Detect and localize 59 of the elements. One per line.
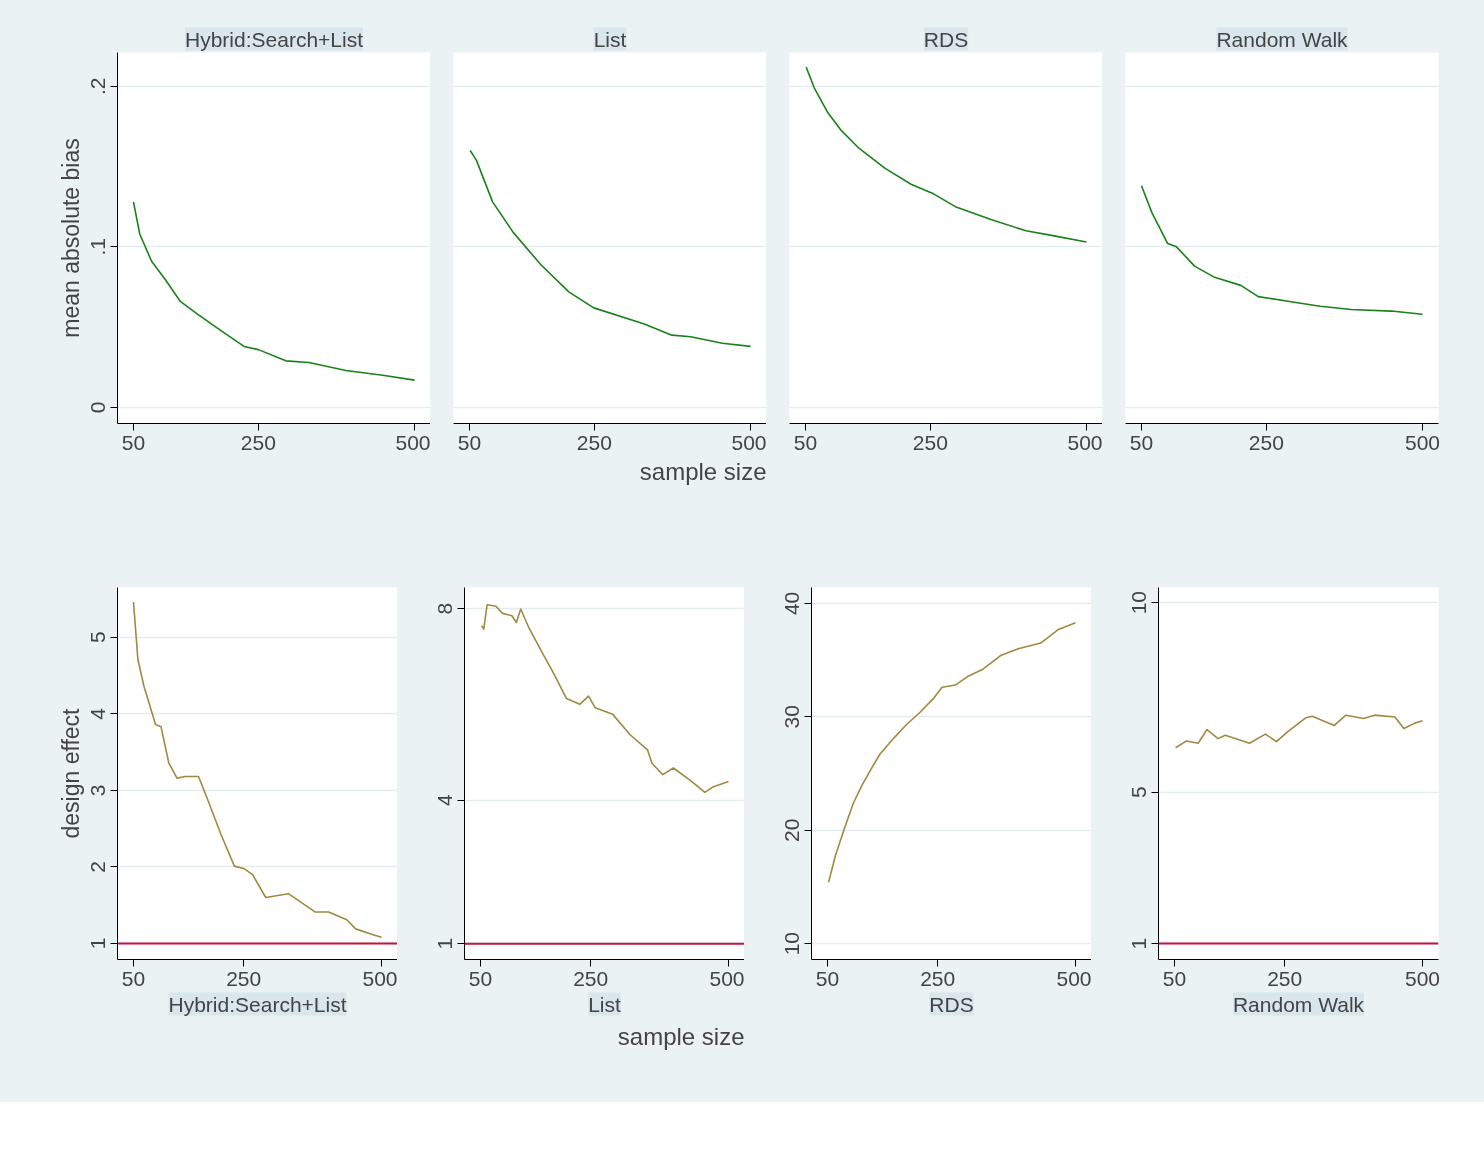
y-tick-label: 3 [86, 784, 110, 797]
chart-title: RDS [923, 27, 969, 51]
y-tick-label: .2 [86, 77, 110, 95]
y-tick-label: 30 [780, 705, 804, 729]
x-tick-label: 250 [573, 966, 609, 990]
text: List [588, 992, 622, 1016]
x-tick-label: 50 [121, 430, 146, 454]
x-tick-label: 50 [793, 430, 818, 454]
x-tick-label: 500 [362, 966, 398, 990]
x-tick-label: 250 [226, 966, 262, 990]
x-tick-label: 500 [395, 430, 431, 454]
y-tick-label: 0 [86, 401, 110, 414]
x-tick-label: 50 [457, 430, 482, 454]
y-tick-label: 4 [86, 707, 110, 720]
x-tick-label: 500 [1056, 966, 1092, 990]
text: RDS [929, 992, 974, 1016]
x-axis-title: sample size [617, 1022, 745, 1050]
chart-title: List [593, 27, 627, 51]
y-tick-label: 5 [86, 631, 110, 644]
x-tick-label: 50 [1162, 966, 1187, 990]
y-tick-label: 1 [1127, 937, 1151, 950]
x-tick-label: 500 [1067, 430, 1103, 454]
y-tick-label: 40 [780, 591, 804, 616]
y-tick-label: 5 [1127, 786, 1151, 798]
line-series [1174, 714, 1424, 749]
text: Random Walk [1232, 992, 1365, 1016]
x-tick-label: 500 [1404, 430, 1441, 454]
x-tick-label: 500 [731, 430, 767, 454]
y-axis-title: design effect [57, 707, 84, 839]
y-tick-label: 10 [780, 931, 804, 956]
y-tick-label: .1 [86, 238, 110, 256]
line-series [480, 603, 730, 794]
x-tick-label: 250 [912, 430, 948, 454]
y-tick-label: 1 [433, 937, 457, 950]
x-tick-label: 250 [576, 430, 612, 454]
x-tick-label: 50 [1129, 430, 1154, 454]
x-tick-label: 250 [1248, 430, 1284, 454]
chart-title: Hybrid:Search+List [185, 27, 364, 51]
x-axis-title: sample size [639, 457, 767, 485]
x-tick-label: 500 [709, 966, 745, 990]
x-tick-label: 50 [815, 966, 840, 990]
line-series [827, 621, 1077, 884]
line-series [132, 601, 383, 939]
x-tick-label: 250 [1267, 966, 1303, 990]
y-tick-label: 1 [86, 937, 110, 950]
x-tick-label: 500 [1405, 966, 1441, 990]
y-tick-label: 2 [86, 861, 110, 873]
x-tick-label: 50 [121, 966, 146, 990]
line-series [132, 201, 416, 381]
x-tick-label: 250 [240, 430, 276, 454]
chart-title: Random Walk [1216, 27, 1349, 51]
x-tick-label: 250 [920, 966, 956, 990]
y-axis-title: mean absolute bias [57, 138, 84, 338]
y-tick-label: 8 [433, 602, 457, 615]
y-tick-label: 4 [433, 793, 457, 806]
x-tick-label: 50 [468, 966, 493, 990]
y-tick-label: 10 [1127, 590, 1151, 615]
text: Hybrid:Search+List [168, 992, 347, 1016]
y-tick-label: 20 [780, 818, 804, 842]
